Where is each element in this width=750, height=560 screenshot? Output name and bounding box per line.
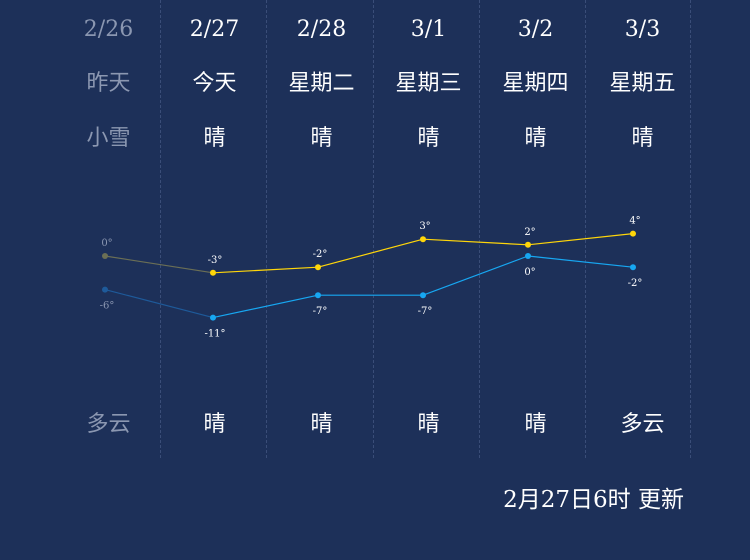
- day-date: 2/27: [189, 17, 240, 42]
- day-name: 星期三: [395, 71, 462, 96]
- day-date: 3/3: [624, 17, 661, 42]
- night-weather: 多云: [620, 412, 665, 437]
- column-divider: [160, 0, 161, 458]
- night-weather: 晴: [310, 412, 333, 437]
- day-column: 2/26 昨天小雪多云: [55, 0, 162, 458]
- low-temp-segment: [527, 255, 634, 268]
- day-name: 昨天: [86, 71, 131, 96]
- night-weather: 晴: [203, 412, 226, 437]
- day-date: 2/26: [83, 17, 134, 42]
- day-name: 星期四: [502, 71, 569, 96]
- high-temp-point: [102, 253, 108, 259]
- high-temp-segment: [422, 238, 529, 246]
- day-name: 星期二: [288, 71, 355, 96]
- day-weather: 晴: [203, 126, 226, 151]
- day-column: 2/28 星期二晴晴: [268, 0, 375, 458]
- day-weather: 小雪: [86, 126, 131, 151]
- high-temp-point: [525, 241, 531, 248]
- high-temp-label: -2°: [313, 249, 328, 260]
- column-divider: [690, 0, 691, 458]
- low-temp-point: [315, 292, 321, 299]
- high-temp-segment: [212, 266, 319, 274]
- day-weather: 晴: [310, 126, 333, 151]
- low-temp-segment: [422, 255, 529, 296]
- day-date: 3/1: [410, 17, 447, 42]
- column-divider: [266, 0, 267, 458]
- low-temp-point: [525, 253, 531, 259]
- high-temp-label: 0°: [101, 238, 112, 249]
- day-column: 3/3 星期五晴多云: [589, 0, 696, 458]
- column-divider: [373, 0, 374, 458]
- low-temp-label: -6°: [100, 301, 115, 312]
- high-temp-point: [210, 269, 216, 276]
- night-weather: 多云: [86, 412, 131, 437]
- high-temp-segment: [317, 238, 424, 268]
- day-weather: 晴: [417, 126, 440, 151]
- low-temp-segment: [104, 289, 214, 319]
- night-weather: 晴: [524, 412, 547, 437]
- day-date: 3/2: [517, 17, 554, 42]
- low-temp-label: -11°: [204, 329, 225, 340]
- low-temp-label: -7°: [313, 306, 328, 317]
- low-temp-point: [210, 314, 216, 321]
- high-temp-segment: [104, 255, 214, 274]
- day-name: 今天: [192, 71, 237, 96]
- low-temp-point: [420, 292, 426, 299]
- high-temp-label: -3°: [208, 255, 223, 266]
- low-temp-point: [630, 264, 636, 271]
- low-temp-label: -7°: [418, 306, 433, 317]
- low-temp-segment: [212, 294, 319, 319]
- high-temp-label: 2°: [524, 227, 535, 238]
- day-column: 3/2 星期四晴晴: [482, 0, 589, 458]
- low-temp-label: -2°: [628, 278, 643, 289]
- update-time: 2月27日6时 更新: [503, 487, 684, 513]
- low-temp-label: 0°: [524, 267, 535, 278]
- night-weather: 晴: [417, 412, 440, 437]
- high-temp-point: [420, 236, 426, 243]
- day-date: 2/28: [296, 17, 347, 42]
- column-divider: [585, 0, 586, 458]
- high-temp-label: 4°: [629, 216, 640, 227]
- column-divider: [479, 0, 480, 458]
- day-weather: 晴: [631, 126, 654, 151]
- high-temp-segment: [527, 233, 634, 246]
- day-weather: 晴: [524, 126, 547, 151]
- low-temp-point: [102, 286, 108, 293]
- high-temp-label: 3°: [419, 221, 430, 232]
- day-column: 3/1 星期三晴晴: [375, 0, 482, 458]
- high-temp-point: [315, 264, 321, 271]
- high-temp-point: [630, 230, 636, 237]
- day-column: 2/27 今天晴晴: [161, 0, 268, 458]
- day-name: 星期五: [609, 71, 676, 96]
